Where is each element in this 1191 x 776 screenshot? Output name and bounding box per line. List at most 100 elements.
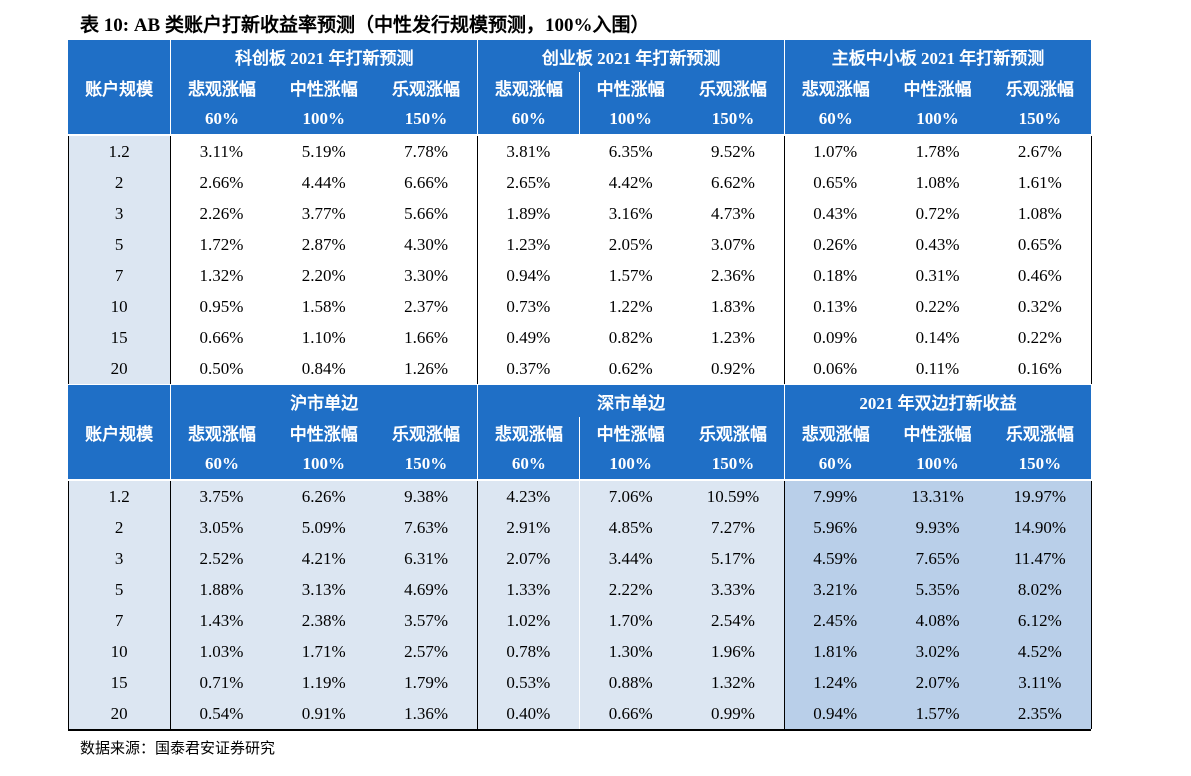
cell-value: 10.59% xyxy=(681,481,785,512)
cell-value: 1.30% xyxy=(579,636,682,667)
cell-value: 1.66% xyxy=(374,322,478,353)
cell-value: 1.88% xyxy=(170,574,273,605)
cell-value: 1.23% xyxy=(477,229,580,260)
row-scale: 7 xyxy=(68,605,171,636)
subheader-label: 中性涨幅 xyxy=(272,417,375,448)
cell-value: 2.65% xyxy=(477,167,580,198)
table-title: 表 10: AB 类账户打新收益率预测（中性发行规模预测，100%入围） xyxy=(80,15,650,36)
subheader-pct: 60% xyxy=(170,103,273,134)
cell-value: 0.43% xyxy=(886,229,989,260)
row-header: 账户规模 xyxy=(68,40,171,134)
cell-value: 2.54% xyxy=(681,605,785,636)
subheader-pct: 100% xyxy=(272,103,375,134)
cell-value: 2.67% xyxy=(988,136,1091,167)
cell-value: 2.91% xyxy=(477,512,580,543)
row-header: 账户规模 xyxy=(68,385,171,479)
subheader-pct: 150% xyxy=(988,448,1091,479)
subheader-label: 乐观涨幅 xyxy=(988,72,1091,103)
subheader-pct: 100% xyxy=(579,448,682,479)
row-scale: 20 xyxy=(68,353,171,384)
cell-value: 3.13% xyxy=(272,574,375,605)
row-scale: 5 xyxy=(68,574,171,605)
cell-value: 1.79% xyxy=(374,667,478,698)
subheader-label: 悲观涨幅 xyxy=(477,72,580,103)
cell-value: 1.07% xyxy=(784,136,887,167)
cell-value: 1.81% xyxy=(784,636,887,667)
cell-value: 0.37% xyxy=(477,353,580,384)
cell-value: 0.54% xyxy=(170,698,273,729)
cell-value: 0.92% xyxy=(681,353,785,384)
cell-value: 2.22% xyxy=(579,574,682,605)
cell-value: 0.46% xyxy=(988,260,1091,291)
subheader-pct: 150% xyxy=(681,448,785,479)
cell-value: 1.32% xyxy=(170,260,273,291)
cell-value: 4.73% xyxy=(681,198,785,229)
row-scale: 20 xyxy=(68,698,171,729)
cell-value: 3.02% xyxy=(886,636,989,667)
row-scale: 3 xyxy=(68,543,171,574)
cell-value: 5.96% xyxy=(784,512,887,543)
cell-value: 0.06% xyxy=(784,353,887,384)
cell-value: 0.32% xyxy=(988,291,1091,322)
row-scale: 15 xyxy=(68,322,171,353)
cell-value: 5.09% xyxy=(272,512,375,543)
cell-value: 0.94% xyxy=(784,698,887,729)
cell-value: 0.31% xyxy=(886,260,989,291)
row-scale: 1.2 xyxy=(68,481,171,512)
cell-value: 1.71% xyxy=(272,636,375,667)
cell-value: 1.83% xyxy=(681,291,785,322)
cell-value: 7.63% xyxy=(374,512,478,543)
cell-value: 3.33% xyxy=(681,574,785,605)
row-scale: 10 xyxy=(68,636,171,667)
cell-value: 3.07% xyxy=(681,229,785,260)
cell-value: 1.78% xyxy=(886,136,989,167)
cell-value: 1.72% xyxy=(170,229,273,260)
cell-value: 14.90% xyxy=(988,512,1091,543)
cell-value: 0.62% xyxy=(579,353,682,384)
cell-value: 3.21% xyxy=(784,574,887,605)
cell-value: 1.89% xyxy=(477,198,580,229)
cell-value: 1.43% xyxy=(170,605,273,636)
cell-value: 6.66% xyxy=(374,167,478,198)
divider xyxy=(477,136,479,384)
cell-value: 2.37% xyxy=(374,291,478,322)
cell-value: 7.99% xyxy=(784,481,887,512)
divider xyxy=(784,136,786,384)
cell-value: 0.26% xyxy=(784,229,887,260)
cell-value: 3.81% xyxy=(477,136,580,167)
cell-value: 7.27% xyxy=(681,512,785,543)
subheader-pct: 150% xyxy=(374,448,478,479)
subheader-pct: 100% xyxy=(272,448,375,479)
group-header: 深市单边 xyxy=(477,385,785,417)
cell-value: 6.35% xyxy=(579,136,682,167)
row-scale: 10 xyxy=(68,291,171,322)
cell-value: 3.75% xyxy=(170,481,273,512)
subheader-label: 悲观涨幅 xyxy=(170,72,273,103)
cell-value: 2.57% xyxy=(374,636,478,667)
cell-value: 0.71% xyxy=(170,667,273,698)
cell-value: 9.52% xyxy=(681,136,785,167)
cell-value: 2.07% xyxy=(477,543,580,574)
subheader-pct: 60% xyxy=(477,103,580,134)
cell-value: 0.22% xyxy=(886,291,989,322)
cell-value: 1.36% xyxy=(374,698,478,729)
cell-value: 4.21% xyxy=(272,543,375,574)
cell-value: 6.31% xyxy=(374,543,478,574)
cell-value: 1.19% xyxy=(272,667,375,698)
cell-value: 0.94% xyxy=(477,260,580,291)
cell-value: 0.88% xyxy=(579,667,682,698)
row-scale: 7 xyxy=(68,260,171,291)
cell-value: 5.19% xyxy=(272,136,375,167)
subheader-label: 悲观涨幅 xyxy=(784,417,887,448)
cell-value: 5.35% xyxy=(886,574,989,605)
cell-value: 3.57% xyxy=(374,605,478,636)
subheader-label: 中性涨幅 xyxy=(886,417,989,448)
divider xyxy=(68,481,69,729)
subheader-pct: 100% xyxy=(886,448,989,479)
cell-value: 2.66% xyxy=(170,167,273,198)
subheader-label: 乐观涨幅 xyxy=(681,72,785,103)
cell-value: 0.66% xyxy=(579,698,682,729)
cell-value: 7.65% xyxy=(886,543,989,574)
cell-value: 2.87% xyxy=(272,229,375,260)
